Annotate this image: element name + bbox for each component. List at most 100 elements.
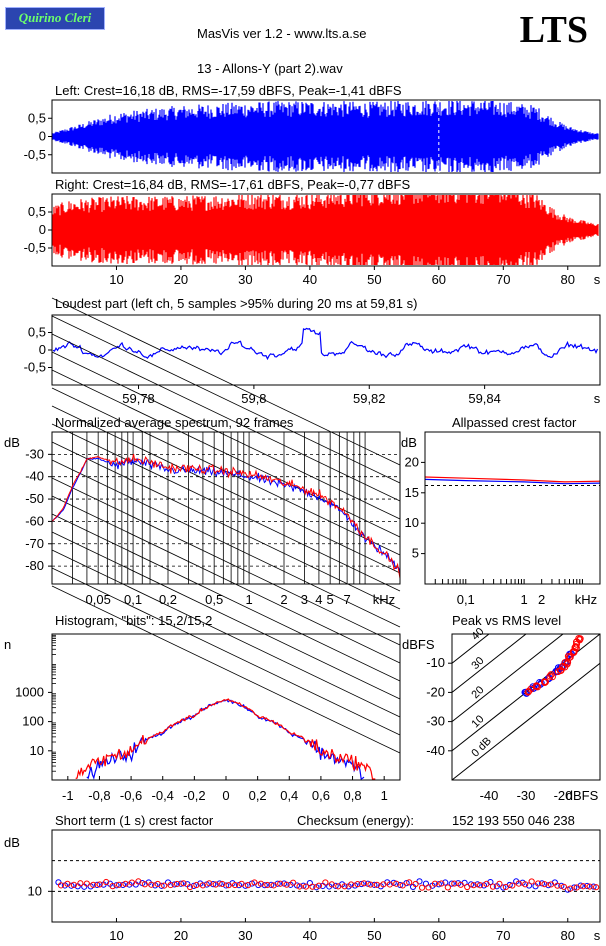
right-waveform-xtick-7: 80 bbox=[561, 272, 575, 287]
spectrum-slope-line bbox=[51, 459, 401, 628]
short-term-crest-point-left bbox=[210, 881, 217, 888]
quirino-cleri-badge: Quirino Cleri bbox=[5, 7, 105, 30]
histogram-xtick-4: -0,2 bbox=[183, 788, 205, 803]
allpassed-crest-ytick-0: 20 bbox=[405, 454, 419, 469]
histogram-xtick-0: -1 bbox=[62, 788, 74, 803]
short-term-crest-point-right bbox=[302, 883, 310, 890]
histogram-xtick-9: 0,8 bbox=[344, 788, 362, 803]
spectrum-slope-line bbox=[51, 333, 401, 502]
peak-vs-rms-point-right bbox=[575, 634, 583, 642]
short-term-crest-point-right bbox=[96, 881, 103, 888]
short-term-crest-point-right bbox=[141, 881, 148, 888]
right-waveform-trace bbox=[52, 195, 599, 265]
allpassed-crest-series-right bbox=[424, 476, 601, 483]
peak-vs-rms-xtick-0: -40 bbox=[480, 788, 499, 803]
loudest-part-xtick-2: 59,82 bbox=[353, 391, 386, 406]
short-term-crest-point-right bbox=[386, 881, 393, 888]
spectrum-xtick-9: 7 bbox=[343, 592, 350, 607]
peak-vs-rms-crest-label-1: 30 bbox=[469, 655, 486, 672]
short-term-crest-point-right bbox=[270, 882, 277, 889]
short-term-crest-point-right bbox=[70, 881, 78, 888]
short-term-crest-point-right bbox=[206, 880, 213, 887]
spectrum-xtick-1: 0,1 bbox=[124, 592, 142, 607]
peak-vs-rms-crest-label-group: 0 dB bbox=[469, 735, 493, 759]
lts-logo: LTS bbox=[519, 9, 588, 51]
short-term-crest-point-left bbox=[364, 880, 372, 887]
short-term-crest-point-left bbox=[113, 882, 120, 889]
short-term-crest-point-right bbox=[580, 883, 587, 890]
short-term-crest-point-left bbox=[268, 881, 275, 888]
short-term-crest-point-right bbox=[367, 881, 374, 888]
short-term-crest-point-left bbox=[590, 883, 597, 890]
histogram-ytick-0: 1000 bbox=[15, 684, 44, 699]
allpassed-crest-ytick-2: 10 bbox=[405, 515, 419, 530]
short-term-crest-point-right bbox=[476, 882, 484, 889]
spectrum-xtick-0: 0,05 bbox=[86, 592, 111, 607]
peak-vs-rms-xtick-2: -20 bbox=[554, 788, 573, 803]
short-term-crest-point-left bbox=[571, 884, 578, 891]
short-term-crest-point-right bbox=[457, 881, 464, 888]
spectrum-slope-line bbox=[51, 585, 401, 754]
right-waveform-xtick-0: 10 bbox=[109, 272, 123, 287]
short-term-crest-point-right bbox=[341, 883, 348, 890]
short-term-crest-point-right bbox=[418, 884, 426, 891]
short-term-crest-point-right bbox=[277, 880, 284, 887]
short-term-crest-ytick-0: 10 bbox=[28, 883, 42, 898]
short-term-crest-point-right bbox=[173, 880, 181, 888]
short-term-crest-point-right bbox=[128, 879, 136, 886]
spectrum-xtick-4: 1 bbox=[245, 592, 252, 607]
peak-vs-rms-crest-label-2: 20 bbox=[469, 684, 486, 701]
short-term-crest-point-right bbox=[186, 883, 194, 891]
short-term-crest-point-right bbox=[161, 882, 168, 889]
spectrum-xtick-6: 3 bbox=[301, 592, 308, 607]
short-term-crest-point-right bbox=[509, 882, 516, 889]
peak-vs-rms-frame bbox=[451, 633, 601, 781]
spectrum-slope-line bbox=[51, 495, 401, 664]
short-term-crest-point-right bbox=[199, 882, 206, 889]
peak-vs-rms-xunit: dBFS bbox=[566, 788, 599, 803]
short-term-crest-point-right bbox=[148, 881, 155, 888]
short-term-crest-point-right bbox=[425, 884, 432, 891]
histogram-ytick-2: 10 bbox=[30, 743, 44, 758]
peak-vs-rms-title: Peak vs RMS level bbox=[452, 613, 561, 628]
histogram-series-left bbox=[86, 698, 365, 780]
peak-vs-rms-ytick-3: -40 bbox=[426, 743, 445, 758]
short-term-crest-point-right bbox=[244, 882, 252, 889]
histogram-ytick-1: 100 bbox=[22, 714, 44, 729]
spectrum-ytick-0: -30 bbox=[25, 446, 44, 461]
short-term-crest-point-right bbox=[103, 878, 110, 886]
spectrum-series-left bbox=[52, 457, 400, 576]
short-term-crest-point-right bbox=[283, 881, 290, 888]
short-term-crest-point-right bbox=[406, 879, 413, 886]
short-term-crest-checksum-value: 152 193 550 046 238 bbox=[452, 813, 575, 828]
short-term-crest-point-right bbox=[502, 883, 509, 891]
loudest-part-ytick-1: 0 bbox=[39, 342, 46, 357]
short-term-crest-point-right bbox=[470, 882, 477, 889]
histogram-xtick-7: 0,4 bbox=[280, 788, 298, 803]
short-term-crest-point-right bbox=[348, 881, 355, 888]
short-term-crest-xtick-1: 20 bbox=[174, 928, 188, 943]
short-term-crest-point-right bbox=[360, 880, 368, 887]
short-term-crest-yunit: dB bbox=[4, 835, 20, 850]
right-waveform-xtick-3: 40 bbox=[303, 272, 317, 287]
loudest-part-frame bbox=[51, 314, 601, 386]
short-term-crest-point-left bbox=[371, 881, 378, 888]
short-term-crest-point-right bbox=[354, 881, 361, 888]
peak-vs-rms-ytick-1: -20 bbox=[426, 684, 445, 699]
spectrum-slope-line bbox=[51, 513, 401, 682]
peak-vs-rms-point-right bbox=[527, 685, 535, 693]
short-term-crest-point-right bbox=[257, 880, 264, 887]
short-term-crest-point-right bbox=[90, 881, 97, 888]
short-term-crest-xtick-5: 60 bbox=[432, 928, 446, 943]
spectrum-slope-line bbox=[51, 315, 401, 484]
right-waveform-xtick-6: 70 bbox=[496, 272, 510, 287]
loudest-part-ytick-0: 0,5 bbox=[28, 325, 46, 340]
short-term-crest-point-right bbox=[431, 880, 439, 887]
peak-vs-rms-yunit: dBFS bbox=[402, 637, 435, 652]
left-waveform-trace bbox=[52, 101, 599, 172]
spectrum-slope-line bbox=[51, 387, 401, 556]
spectrum-slope-line bbox=[51, 405, 401, 574]
short-term-crest-point-left bbox=[545, 882, 552, 889]
histogram-xtick-10: 1 bbox=[381, 788, 388, 803]
